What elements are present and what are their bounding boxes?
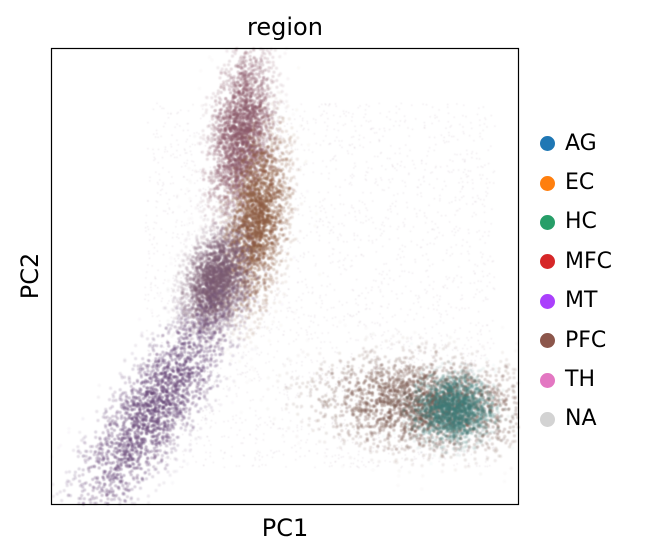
legend-item-pfc: PFC: [540, 321, 612, 360]
legend-label: EC: [565, 170, 595, 196]
scatter-points: [51, 46, 521, 506]
legend-label: TH: [565, 367, 595, 393]
legend-marker: [540, 175, 555, 191]
legend-marker: [540, 293, 555, 309]
legend-marker: [540, 333, 555, 349]
legend-item-mfc: MFC: [540, 242, 612, 281]
legend-marker: [540, 136, 555, 152]
legend-item-ec: EC: [540, 163, 612, 202]
legend-label: AG: [565, 130, 597, 156]
legend-marker: [540, 254, 555, 270]
plot-frame: [50, 47, 520, 506]
legend-item-ag: AG: [540, 124, 612, 163]
legend-label: MT: [565, 288, 598, 314]
x-axis-label: PC1: [262, 514, 309, 542]
legend-item-hc: HC: [540, 203, 612, 242]
legend-label: PFC: [565, 327, 607, 353]
legend-marker: [540, 214, 555, 230]
y-axis-label: PC2: [16, 253, 44, 300]
legend: AG EC HC MFC MT PFC TH NA: [540, 124, 612, 439]
legend-label: NA: [565, 406, 597, 432]
legend-label: HC: [565, 209, 597, 235]
legend-marker: [540, 372, 555, 388]
legend-item-th: TH: [540, 360, 612, 399]
chart-title: region: [247, 13, 323, 41]
legend-item-na: NA: [540, 400, 612, 439]
legend-item-mt: MT: [540, 282, 612, 321]
legend-marker: [540, 411, 555, 427]
legend-label: MFC: [565, 248, 612, 274]
